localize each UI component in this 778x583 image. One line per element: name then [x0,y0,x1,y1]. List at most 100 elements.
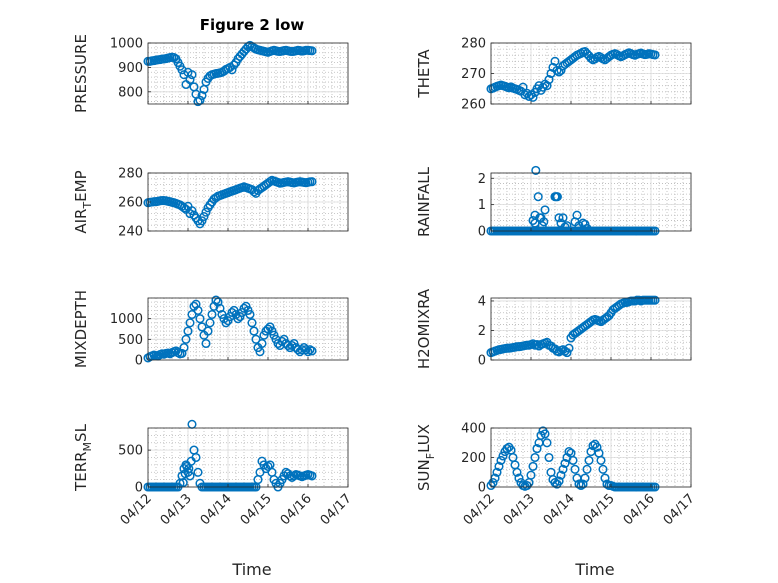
y-tick-label: 0 [135,481,143,496]
x-tick-label: 04/12 [118,491,155,528]
data-point [249,326,259,336]
axes-box [490,172,692,232]
subplot-pressure: 800 900 1000 PRESSURE [72,34,349,113]
data-point [185,318,195,328]
data-point [187,206,197,216]
data-point [552,65,562,75]
data-point [550,478,560,488]
data-point [279,334,289,344]
data-point [221,318,231,328]
data-point [572,210,582,220]
data-point [580,473,590,483]
data-point [245,309,255,320]
data-point [183,326,193,336]
y-tick-label: 0 [478,225,486,240]
x-axis-label-right: Time [574,560,614,579]
data-point [205,318,215,328]
data-point [536,213,546,223]
y-axis-label-h2omixra: H2OMIXRA [415,288,433,369]
data-point [307,177,317,187]
y-tick-label: 1000 [110,37,143,52]
x-tick-label: 04/17 [661,491,698,528]
data-point [526,470,536,480]
data-point [211,295,221,305]
y-axis-label-pressure: PRESSURE [72,34,90,113]
data-point [187,309,197,320]
y-tick-label: 0 [478,354,486,369]
subplot-theta: 260 270 280 THETA [415,37,692,113]
data-point [229,60,239,70]
subplot-air-temp: 240 260 280 AIRTEMP [72,167,349,240]
y-tick-label: 280 [461,37,486,52]
x-tick-label: 04/13 [158,491,195,528]
data-point [187,70,197,80]
data-point [562,221,572,231]
data-point [586,53,596,63]
data-point [524,91,534,101]
data-point [197,322,207,332]
data-point [215,303,225,313]
data-point [556,470,566,480]
data-point [596,455,606,465]
data-point [181,79,191,90]
subplot-terr-msl: 0 500 04/12 04/13 04/14 04/15 04/16 04/17 TERRMS… [72,419,355,528]
data-point [251,334,261,344]
x-tick-label: 04/16 [278,491,315,528]
y-tick-label: 270 [461,67,486,82]
data-point [514,473,524,483]
axes-box [147,297,349,361]
data-point [564,447,574,457]
x-tick-label: 04/12 [461,491,498,528]
data-point [564,343,574,353]
y-tick-label: 500 [118,444,143,459]
data-point [207,309,217,320]
data-point [536,430,546,440]
data-point [542,438,552,448]
data-point [199,211,209,222]
data-point [530,452,540,463]
x-axis-label-left: Time [231,560,271,579]
y-tick-label: 4 [478,294,486,309]
y-tick-label: 2 [478,324,486,339]
data-point [179,343,189,353]
data-point [530,218,540,228]
data-point [186,456,196,466]
subplot-mixdepth: 0 500 1000 MIXDEPTH [72,290,349,369]
data-point [576,480,586,491]
data-point [582,464,592,474]
data-point [177,348,187,358]
data-point [197,90,207,101]
data-point [544,452,554,463]
data-point [540,429,550,439]
data-point [528,461,538,471]
data-point [496,455,506,465]
y-tick-label: 0 [135,354,143,369]
axes-box [490,297,692,361]
axes-box [147,427,349,488]
data-point [598,464,608,474]
data-point [237,307,247,318]
data-point [498,451,508,461]
data-point [574,479,584,489]
data-point [540,205,550,215]
data-point [650,295,660,305]
data-point [187,419,197,429]
y-tick-label: 200 [461,451,486,466]
y-tick-label: 0 [478,481,486,496]
y-axis-label-mixdepth: MIXDEPTH [72,290,90,368]
data-point [227,65,237,75]
data-point [247,318,257,328]
data-point [193,97,203,107]
data-point [558,464,568,474]
y-tick-label: 260 [461,98,486,113]
data-point [562,348,572,358]
y-tick-label: 280 [118,167,143,182]
subplot-rainfall: 0 1 2 RAINFALL [415,165,692,240]
data-point [307,346,317,356]
data-point [494,461,504,471]
x-tick-label: 04/17 [318,491,355,528]
data-point [265,322,275,332]
y-tick-label: 900 [118,61,143,76]
y-axis-label-terr-msl: TERRMSL [72,423,94,492]
